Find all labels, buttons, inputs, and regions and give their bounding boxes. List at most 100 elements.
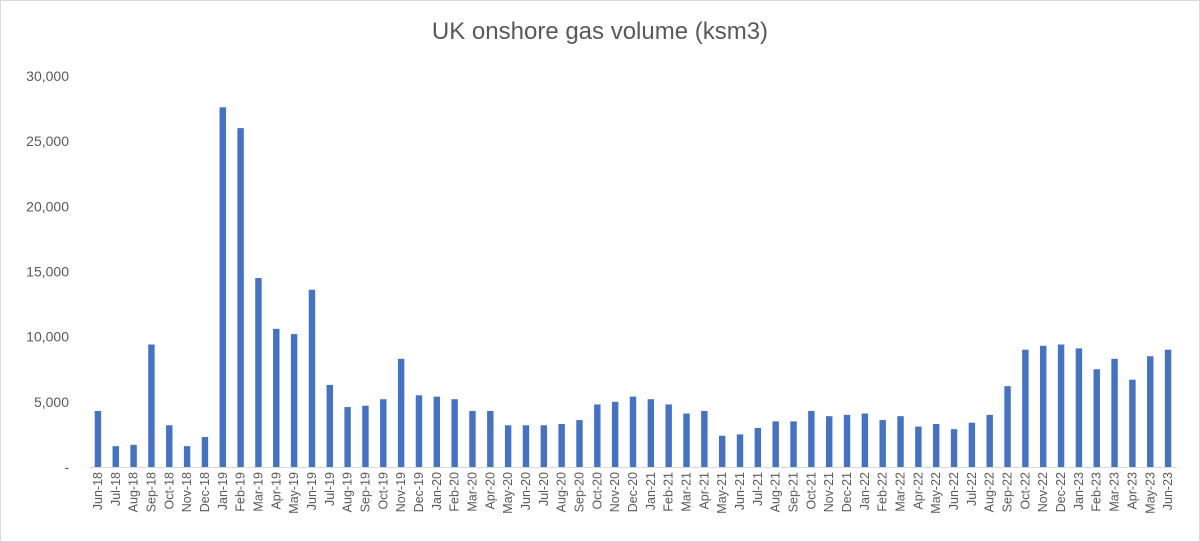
bar <box>166 425 173 467</box>
bar <box>433 396 441 467</box>
x-tick-label: Mar-19 <box>251 472 265 512</box>
x-tick-label: Dec-18 <box>198 472 212 512</box>
x-tick-label: Oct-18 <box>162 472 176 510</box>
bar <box>808 410 815 467</box>
bar <box>326 384 333 467</box>
x-tick-label: Apr-19 <box>269 472 283 510</box>
bar <box>290 334 298 467</box>
x-tick-label: Sep-18 <box>144 472 158 512</box>
x-tick-label: Feb-23 <box>1090 472 1104 512</box>
bar <box>415 395 423 467</box>
x-tick-label: Mar-21 <box>680 472 694 512</box>
bar <box>1022 349 1029 467</box>
x-tick-label: Mar-22 <box>894 472 908 512</box>
bar <box>629 396 637 467</box>
x-tick-label: Sep-19 <box>358 472 372 512</box>
x-tick-label: Jun-20 <box>519 472 533 510</box>
x-tick-label: Oct-19 <box>376 472 390 510</box>
bar <box>522 425 530 467</box>
x-tick-label: Jul-21 <box>751 472 765 506</box>
bar <box>897 416 904 467</box>
bars <box>94 107 1172 467</box>
x-tick-label: May-20 <box>501 472 515 514</box>
bar <box>933 423 940 467</box>
bar <box>1057 344 1065 467</box>
x-tick-label: Jun-19 <box>305 472 319 510</box>
x-tick-label: Jan-20 <box>430 472 444 510</box>
bar <box>594 404 601 467</box>
x-tick-label: Oct-21 <box>804 472 818 510</box>
bar <box>701 410 708 467</box>
bar <box>273 328 280 467</box>
bar <box>380 399 387 467</box>
bar <box>201 437 209 467</box>
bar <box>344 407 351 467</box>
x-tick-label: Feb-21 <box>662 472 676 512</box>
bar <box>915 426 922 467</box>
x-tick-label: Oct-20 <box>590 472 604 510</box>
bar <box>683 413 690 467</box>
bar <box>362 405 369 467</box>
bar <box>1004 386 1011 467</box>
x-tick-label: Dec-20 <box>626 472 640 512</box>
bar <box>255 278 262 467</box>
bar <box>1040 345 1047 467</box>
bar <box>718 435 726 467</box>
bar <box>968 422 976 467</box>
x-tick-label: Feb-22 <box>876 472 890 512</box>
y-tick-label: 20,000 <box>26 198 69 214</box>
x-tick-label: Dec-19 <box>412 472 426 512</box>
x-tick-label: Jul-22 <box>965 472 979 506</box>
y-tick-label: 15,000 <box>26 264 69 280</box>
x-tick-label: Aug-22 <box>983 472 997 512</box>
bar <box>736 434 744 467</box>
x-tick-label: Oct-22 <box>1018 472 1032 510</box>
x-tick-label: Dec-22 <box>1054 472 1068 512</box>
bar <box>219 107 226 467</box>
bar <box>308 289 316 467</box>
bar <box>772 421 779 467</box>
y-tick-label: 25,000 <box>26 133 69 149</box>
x-tick-label: May-21 <box>715 472 729 514</box>
x-tick-label: Jun-18 <box>91 472 105 510</box>
x-tick-label: Aug-21 <box>769 472 783 512</box>
y-tick-label: 10,000 <box>26 329 69 345</box>
y-axis: - 5,000 10,000 15,000 20,000 25,000 30,000 <box>26 68 69 475</box>
bar <box>148 344 155 467</box>
x-tick-label: Apr-20 <box>483 472 497 510</box>
y-tick-label: 5,000 <box>34 394 69 410</box>
x-tick-label: Feb-19 <box>234 472 248 512</box>
bar <box>986 414 993 467</box>
bar <box>1129 379 1136 467</box>
x-tick-label: Mar-23 <box>1108 472 1122 512</box>
bar <box>237 128 244 467</box>
x-tick-label: Jan-22 <box>858 472 872 510</box>
bar <box>130 444 137 467</box>
bar <box>790 421 797 467</box>
bar <box>487 410 494 467</box>
bar <box>1147 356 1154 467</box>
bar <box>754 427 762 467</box>
x-tick-label: Nov-22 <box>1036 472 1050 512</box>
bar <box>861 413 869 467</box>
x-tick-label: Aug-20 <box>555 472 569 512</box>
x-tick-label: Sep-20 <box>572 472 586 512</box>
x-tick-label: Jan-23 <box>1072 472 1086 510</box>
bar <box>1093 369 1100 467</box>
bar <box>665 404 672 467</box>
bar <box>558 423 565 467</box>
bar <box>183 446 191 467</box>
x-tick-label: Jan-19 <box>216 472 230 510</box>
x-tick-label: Mar-20 <box>465 472 479 512</box>
x-tick-label: Apr-21 <box>697 472 711 510</box>
bar <box>879 420 886 467</box>
x-tick-label: May-22 <box>929 472 943 514</box>
bar <box>94 410 102 467</box>
bar <box>504 425 512 467</box>
x-tick-label: Sep-22 <box>1001 472 1015 512</box>
x-tick-label: Dec-21 <box>840 472 854 512</box>
bar <box>451 399 458 467</box>
bar <box>576 420 583 467</box>
x-tick-label: Jun-23 <box>1161 472 1175 510</box>
x-tick-label: Jun-21 <box>733 472 747 510</box>
